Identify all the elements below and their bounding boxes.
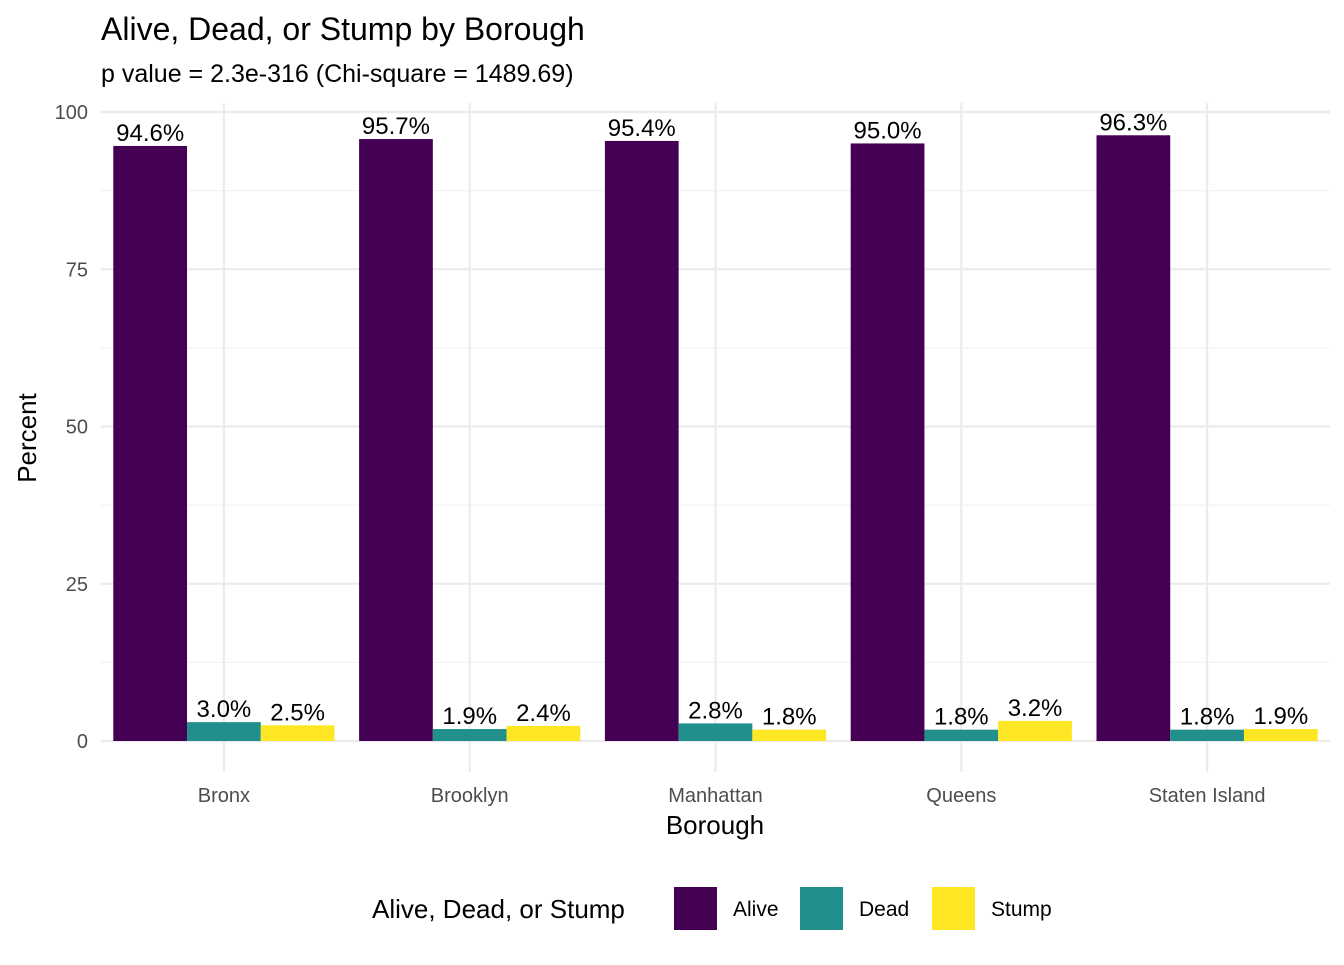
- x-tick-label: Queens: [926, 785, 996, 807]
- bar-stump-queens: [998, 720, 1072, 741]
- y-tick-label: 50: [66, 417, 88, 439]
- data-label-dead-manhattan: 2.8%: [688, 697, 743, 724]
- data-label-dead-queens: 1.8%: [934, 704, 989, 731]
- data-label-alive-bronx: 94.6%: [116, 120, 184, 147]
- y-tick-label: 75: [66, 259, 88, 281]
- bar-dead-queens: [924, 729, 999, 741]
- chart-title: Alive, Dead, or Stump by Borough: [101, 11, 585, 47]
- bar-dead-staten-island: [1170, 729, 1244, 741]
- data-label-stump-brooklyn: 2.4%: [516, 700, 571, 727]
- y-axis-title: Percent: [12, 392, 42, 482]
- data-label-alive-manhattan: 95.4%: [608, 115, 676, 142]
- legend-key-alive: [674, 887, 717, 930]
- bar-stump-bronx: [260, 725, 335, 741]
- legend-label-dead: Dead: [859, 898, 909, 921]
- data-label-stump-bronx: 2.5%: [270, 699, 325, 726]
- bar-dead-manhattan: [678, 723, 753, 741]
- x-tick-label: Bronx: [198, 785, 250, 807]
- y-tick-label: 100: [55, 102, 88, 124]
- data-label-alive-staten-island: 96.3%: [1099, 109, 1167, 136]
- y-axis: 0 25 50 75 100: [55, 102, 88, 753]
- legend-key-dead: [800, 887, 843, 930]
- legend-label-stump: Stump: [991, 898, 1052, 921]
- bar-dead-bronx: [187, 722, 261, 741]
- y-tick-label: 0: [77, 731, 88, 753]
- bar-stump-manhattan: [752, 729, 827, 741]
- data-labels: 94.6% 95.7% 95.4% 95.0% 96.3% 3.0% 1.9% 2.8% 1.8…: [116, 109, 1308, 730]
- chart-subtitle: p value = 2.3e-316 (Chi-square = 1489.69…: [101, 60, 574, 88]
- x-tick-label: Staten Island: [1149, 785, 1266, 807]
- bar-stump-brooklyn: [506, 725, 581, 741]
- bar-stump-staten-island: [1243, 729, 1318, 741]
- legend: Alive, Dead, or Stump Alive Dead Stump: [372, 887, 1052, 930]
- x-axis-title: Borough: [666, 810, 764, 840]
- legend-label-alive: Alive: [733, 898, 779, 921]
- data-label-alive-queens: 95.0%: [854, 117, 922, 144]
- bar-alive-manhattan: [604, 140, 679, 741]
- x-tick-label: Manhattan: [668, 785, 763, 807]
- bar-alive-staten-island: [1096, 135, 1171, 741]
- x-axis: Bronx Brooklyn Manhattan Queens Staten Islan…: [198, 785, 1266, 807]
- x-tick-label: Brooklyn: [431, 785, 509, 807]
- bar-alive-queens: [850, 143, 925, 741]
- bars: [113, 135, 1318, 741]
- y-tick-label: 25: [66, 574, 88, 596]
- data-label-stump-staten-island: 1.9%: [1253, 703, 1308, 730]
- data-label-stump-queens: 3.2%: [1008, 695, 1063, 722]
- legend-title: Alive, Dead, or Stump: [372, 894, 625, 924]
- data-label-alive-brooklyn: 95.7%: [362, 113, 430, 140]
- data-label-dead-brooklyn: 1.9%: [442, 703, 497, 730]
- data-label-dead-bronx: 3.0%: [197, 696, 252, 723]
- data-label-dead-staten-island: 1.8%: [1180, 704, 1235, 731]
- data-label-stump-manhattan: 1.8%: [762, 704, 817, 731]
- bar-alive-bronx: [113, 145, 188, 741]
- legend-key-stump: [932, 887, 975, 930]
- bar-alive-brooklyn: [359, 139, 433, 741]
- bar-dead-brooklyn: [432, 729, 507, 741]
